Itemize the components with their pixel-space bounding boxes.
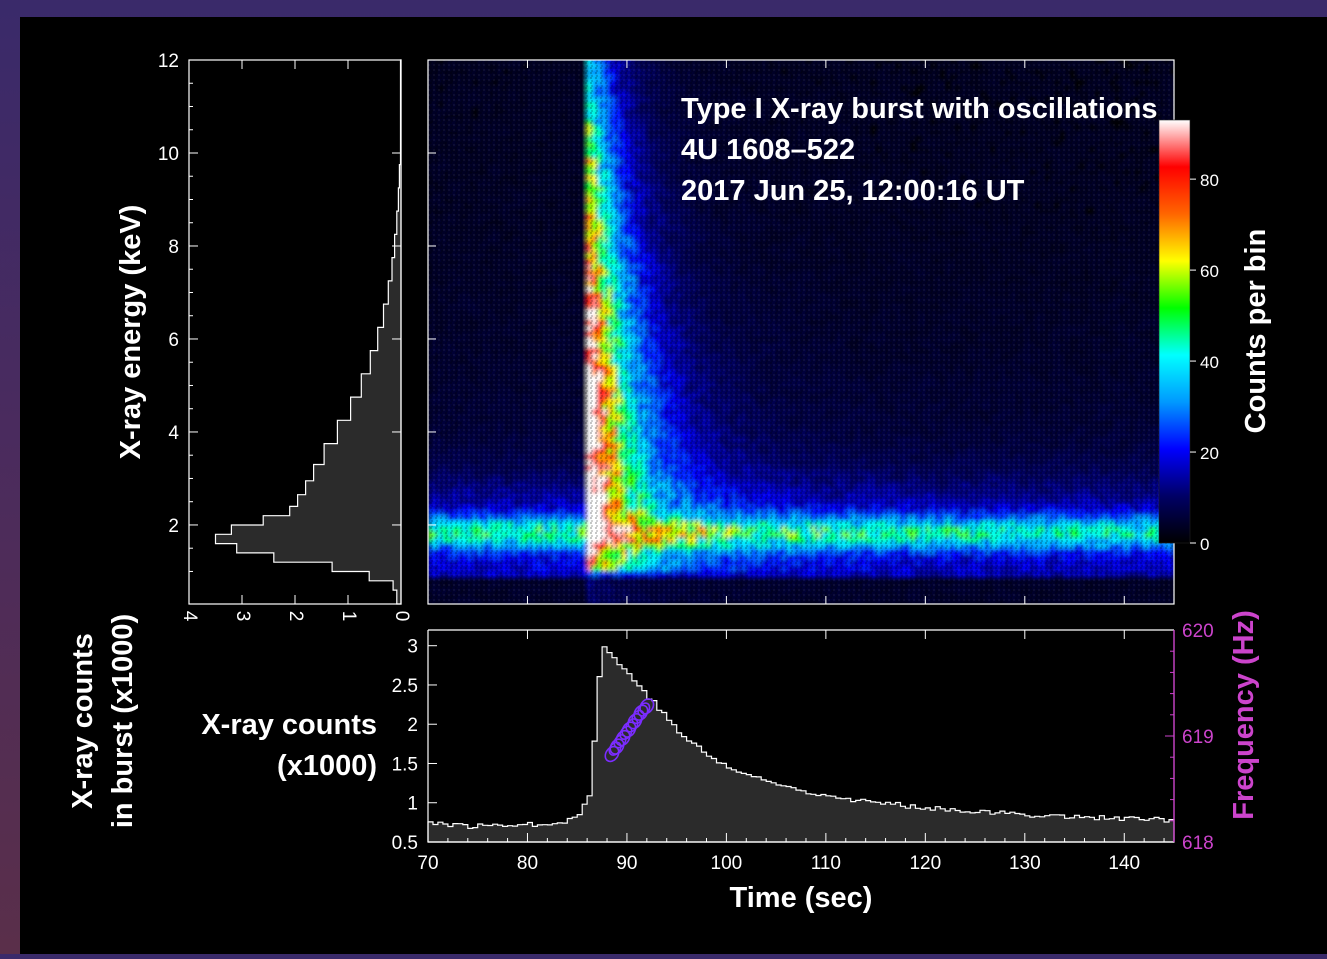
histogram-count-tick-label: 0 <box>391 611 412 622</box>
time-tick-label: 140 <box>1108 853 1140 874</box>
histogram-count-tick-label: 3 <box>232 611 253 622</box>
colorbar-tick-label: 0 <box>1200 535 1209 554</box>
histogram-count-tick-label: 1 <box>338 611 359 622</box>
colorbar: 0 20 40 60 80 Counts per bin <box>1159 120 1272 554</box>
colorbar-gradient-bar <box>1159 120 1190 543</box>
colorbar-tick-label: 60 <box>1200 262 1219 281</box>
time-tick-label: 100 <box>711 853 743 874</box>
colorbar-label: Counts per bin <box>1240 229 1272 434</box>
outer-counts-label-line2: in burst (x1000) <box>107 614 139 828</box>
figure-canvas: Type I X-ray burst with oscillations 4U … <box>20 17 1327 954</box>
time-tick-label: 110 <box>811 853 841 874</box>
energy-tick-label: 2 <box>168 516 179 537</box>
frequency-axis-label: Frequency (Hz) <box>1228 610 1260 819</box>
energy-tick-label: 8 <box>168 237 179 258</box>
time-tick-label: 130 <box>1009 853 1041 874</box>
counts-tick-label: 2 <box>407 715 418 736</box>
dynamic-spectrum-panel: Type I X-ray burst with oscillations 4U … <box>428 57 1175 604</box>
time-tick-label: 80 <box>517 853 538 874</box>
counts-axis-label-line1: X-ray counts <box>201 709 377 741</box>
observation-date: 2017 Jun 25, 12:00:16 UT <box>681 175 1025 207</box>
colorbar-ticks: 0 20 40 60 80 <box>1190 171 1219 554</box>
time-tick-label: 90 <box>616 853 637 874</box>
time-axis-label: Time (sec) <box>730 882 873 914</box>
time-tick-label: 70 <box>417 853 438 874</box>
colorbar-tick-label: 20 <box>1200 444 1219 463</box>
colorbar-tick-label: 80 <box>1200 171 1219 190</box>
counts-tick-label: 1.5 <box>392 754 418 775</box>
histogram-count-tick-label: 2 <box>285 611 306 622</box>
histogram-count-tick-label: 4 <box>179 611 200 622</box>
colorbar-tick-label: 40 <box>1200 353 1219 372</box>
title-line: Type I X-ray burst with oscillations <box>681 93 1157 125</box>
energy-tick-label: 12 <box>158 51 179 72</box>
outer-counts-label-line1: X-ray counts <box>67 633 99 809</box>
counts-tick-label: 2.5 <box>392 676 418 697</box>
time-tick-label: 120 <box>909 853 941 874</box>
counts-tick-label: 3 <box>407 637 418 658</box>
energy-tick-label: 10 <box>158 144 179 165</box>
energy-axis-label: X-ray energy (keV) <box>115 205 147 460</box>
counts-axis-label-line2: (x1000) <box>277 750 377 782</box>
energy-tick-label: 4 <box>168 423 179 444</box>
burst-figure: Type I X-ray burst with oscillations 4U … <box>20 17 1327 954</box>
frequency-tick-label: 619 <box>1182 727 1214 748</box>
energy-tick-label: 6 <box>168 330 179 351</box>
source-name: 4U 1608–522 <box>681 134 855 166</box>
counts-tick-label: 1 <box>407 794 418 815</box>
frequency-tick-label: 618 <box>1182 833 1214 854</box>
counts-tick-label: 0.5 <box>392 833 418 854</box>
frequency-tick-label: 620 <box>1182 621 1214 642</box>
